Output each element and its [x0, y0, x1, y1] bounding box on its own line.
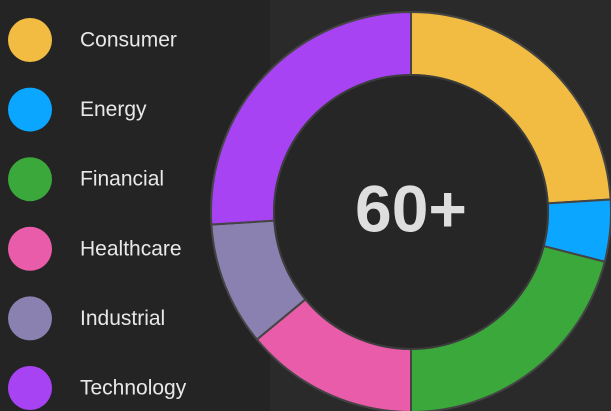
center-label: 60+	[355, 171, 467, 245]
legend-label: Industrial	[80, 307, 165, 330]
legend-swatch	[8, 226, 52, 271]
legend-swatch	[8, 366, 52, 410]
donut-hole	[273, 74, 549, 350]
legend-label: Financial	[80, 168, 164, 191]
legend-swatch	[8, 296, 52, 341]
legend-label: Healthcare	[80, 237, 182, 260]
legend-label: Technology	[80, 377, 187, 400]
legend-swatch	[8, 18, 52, 62]
legend-label: Energy	[80, 98, 147, 121]
legend-swatch	[8, 87, 52, 132]
legend-swatch	[8, 157, 52, 202]
legend: Consumer Energy Financial Healthcare Industr…	[8, 18, 187, 410]
legend-label: Consumer	[80, 29, 177, 52]
